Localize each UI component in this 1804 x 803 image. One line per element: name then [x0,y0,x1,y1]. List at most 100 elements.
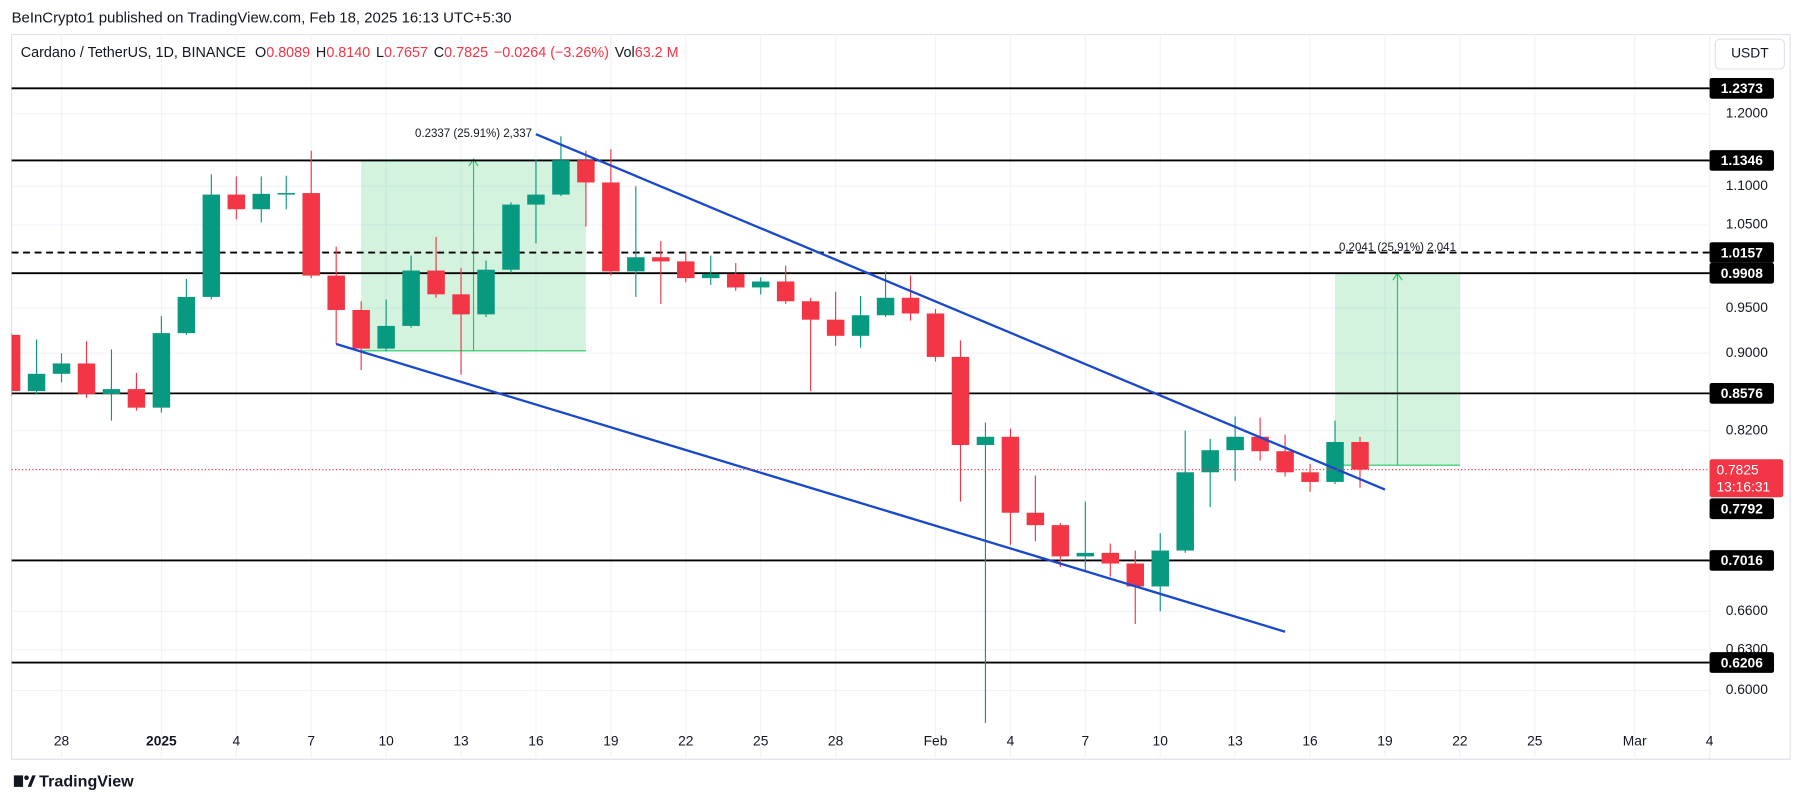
candle-body [1051,525,1070,557]
legend-value: 0.8089 [266,45,310,61]
x-tick-label: 22 [1452,734,1467,749]
candle-body [976,436,995,446]
legend-title: Cardano / TetherUS, 1D, BINANCE [21,45,246,61]
candle-body [1176,472,1194,551]
candle-body [901,297,920,314]
legend-value: 63.2 M [635,45,679,61]
publisher-line: BeInCrypto1 published on TradingView.com… [12,9,512,26]
last-price-label: 0.7825 [1717,462,1760,477]
x-tick-label: Feb [924,734,948,749]
trendline [335,342,1286,633]
candle-body [277,193,295,195]
candle-body [127,389,146,408]
logo-text: TradingView [39,773,134,791]
candle-body [951,356,970,446]
x-tick-label: 28 [828,734,844,749]
x-tick-label: 2025 [146,734,177,749]
logo-mark [13,775,24,787]
x-tick-label: Mar [1623,734,1647,749]
level-label-box [1709,550,1775,571]
candle-body [776,281,795,302]
candle-body [452,294,470,315]
candle-body [327,275,345,310]
candle-body [1226,436,1244,451]
range-label: 0.2337 (25.91%) 2,337 [415,128,532,140]
candle-body [602,182,620,272]
countdown-label: 13:16:31 [1717,480,1771,495]
logo-mark [27,775,36,787]
candle-body [202,194,221,297]
last-price-box [1709,459,1784,498]
y-tick-label: 0.9000 [1726,345,1769,360]
y-tick-label: 1.0500 [1726,217,1769,232]
legend-value: 0.7657 [384,45,428,61]
x-tick-label: 7 [307,734,315,749]
x-tick-label: 25 [753,734,769,749]
y-tick-label: 0.9500 [1726,300,1769,315]
range-arrowhead [468,158,479,167]
x-tick-label: 10 [378,734,394,749]
x-tick-label: 4 [232,734,240,749]
legend-change: −0.0264 (−3.26%) [494,45,609,61]
price-label-box [1709,498,1775,520]
legend: Cardano / TetherUS, 1D, BINANCE O0.8089 H0… [21,45,679,61]
level-label: 1.2373 [1721,81,1764,96]
legend-value: 0.8140 [326,45,370,61]
candle-body [77,363,96,394]
tradingview-logo: TradingView [13,773,134,791]
y-tick-label: 1.2000 [1726,105,1769,120]
level-label-box [1709,77,1775,99]
legend-key: O [255,45,266,61]
currency-label[interactable]: USDT [1731,46,1769,61]
grid [11,34,1711,757]
x-tick-label: 25 [1527,734,1543,749]
candle-body [751,281,770,288]
y-tick-label: 0.6000 [1726,682,1769,697]
level-label: 0.9908 [1721,266,1764,281]
level-label-box [1709,383,1775,404]
currency-button[interactable] [1714,38,1785,70]
price-label: 0.7792 [1721,502,1764,517]
x-tick-label: 4 [1706,734,1714,749]
level-label-box [1709,652,1775,673]
candle-body [527,194,545,205]
candle-body [1076,552,1095,557]
range-label: 0.2041 (25.91%) 2,041 [1339,242,1456,254]
candle-body [1151,550,1169,587]
level-label-box [1709,150,1775,171]
candle-body [926,313,945,357]
x-tick-label: 19 [1377,734,1393,749]
candle-body [252,193,271,210]
candle-body [1301,472,1319,482]
candle-body [377,325,395,349]
y-tick-label: 0.8200 [1726,422,1769,437]
candle-body [1026,512,1045,526]
x-tick-label: 13 [453,734,469,749]
legend-value: 0.7825 [444,45,488,61]
candle-body [1351,442,1369,470]
candle-body [177,296,196,334]
candle-body [52,363,71,374]
candle-body [702,273,720,279]
legend-key: C [434,45,444,61]
level-label-box [1709,262,1775,284]
candle-body [1001,436,1020,513]
candle-body [801,301,820,320]
axes: 1.2000 1.1000 1.0500 0.9500 0.9000 0.8200 0.66… [54,77,1784,749]
candle-body [677,261,695,279]
candle-body [1201,450,1219,473]
legend-key: H [316,45,326,61]
x-tick-label: 4 [1007,734,1015,749]
candle-body [627,257,645,272]
level-label: 0.6206 [1721,655,1764,670]
x-tick-label: 16 [1302,734,1318,749]
candle-body [11,334,21,392]
candle-body [851,315,870,336]
candle-body [1251,436,1269,452]
plot [11,87,1710,724]
candle-body [552,160,570,195]
level-label: 1.1346 [1721,153,1764,168]
